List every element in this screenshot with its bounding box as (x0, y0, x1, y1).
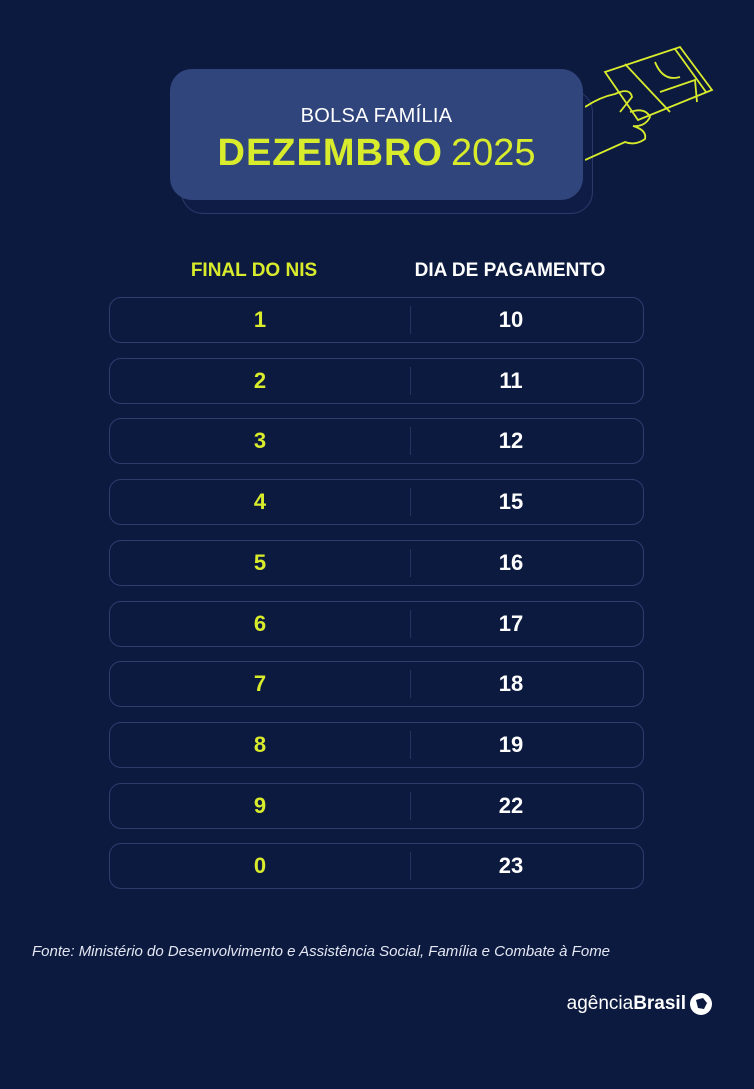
payment-day: 11 (499, 367, 523, 393)
row-divider (410, 306, 411, 334)
row-divider (410, 427, 411, 456)
header-subtitle: BOLSA FAMÍLIA (300, 105, 453, 127)
table-row: 0 23 (109, 843, 644, 890)
logo-text-light: agência (566, 993, 634, 1014)
row-divider (410, 791, 411, 820)
brazil-map-icon (690, 993, 712, 1015)
source-note: Fonte: Ministério do Desenvolvimento e A… (32, 943, 611, 960)
row-divider (410, 488, 411, 517)
row-divider (410, 609, 411, 638)
payment-day: 18 (498, 671, 524, 697)
table-row: 1 10 (109, 297, 644, 343)
payment-day: 16 (498, 549, 524, 575)
payment-day: 12 (498, 428, 524, 454)
header-title: DEZEMBRO 2025 (170, 132, 583, 175)
column-header-nis: FINAL DO NIS (190, 260, 318, 281)
nis-final-digit: 7 (253, 671, 267, 697)
nis-final-digit: 5 (253, 549, 267, 575)
nis-final-digit: 0 (253, 853, 267, 879)
nis-final-digit: 3 (253, 428, 267, 454)
table-row: 2 11 (109, 357, 644, 404)
header-panel: BOLSA FAMÍLIA DEZEMBRO 2025 (170, 69, 583, 200)
logo-text-bold: Brasil (633, 993, 686, 1014)
row-divider (410, 852, 411, 881)
row-divider (410, 366, 411, 395)
nis-final-digit: 8 (253, 731, 267, 757)
table-row: 5 16 (109, 539, 644, 586)
hand-holding-card-icon (585, 45, 714, 161)
payment-day: 15 (498, 489, 524, 515)
payment-day: 19 (498, 731, 524, 757)
payment-day: 23 (498, 853, 524, 879)
nis-final-digit: 2 (253, 367, 267, 393)
table-row: 9 22 (109, 782, 644, 829)
agencia-brasil-logo: agência Brasil (567, 991, 714, 1017)
column-header-day: DIA DE PAGAMENTO (414, 260, 606, 281)
table-row: 4 15 (109, 479, 644, 526)
nis-final-digit: 1 (253, 307, 267, 332)
nis-final-digit: 4 (253, 489, 267, 515)
table-row: 3 12 (109, 418, 644, 465)
header-year: 2025 (450, 132, 536, 174)
payment-day: 22 (498, 792, 524, 818)
payment-day: 17 (498, 610, 524, 636)
row-divider (410, 730, 411, 759)
header-month: DEZEMBRO (217, 132, 443, 174)
row-divider (410, 670, 411, 699)
nis-final-digit: 6 (253, 610, 267, 636)
nis-final-digit: 9 (253, 792, 267, 818)
table-row: 7 18 (109, 661, 644, 708)
table-row: 8 19 (109, 721, 644, 768)
table-row: 6 17 (109, 600, 644, 647)
row-divider (410, 548, 411, 577)
payment-day: 10 (498, 307, 524, 332)
